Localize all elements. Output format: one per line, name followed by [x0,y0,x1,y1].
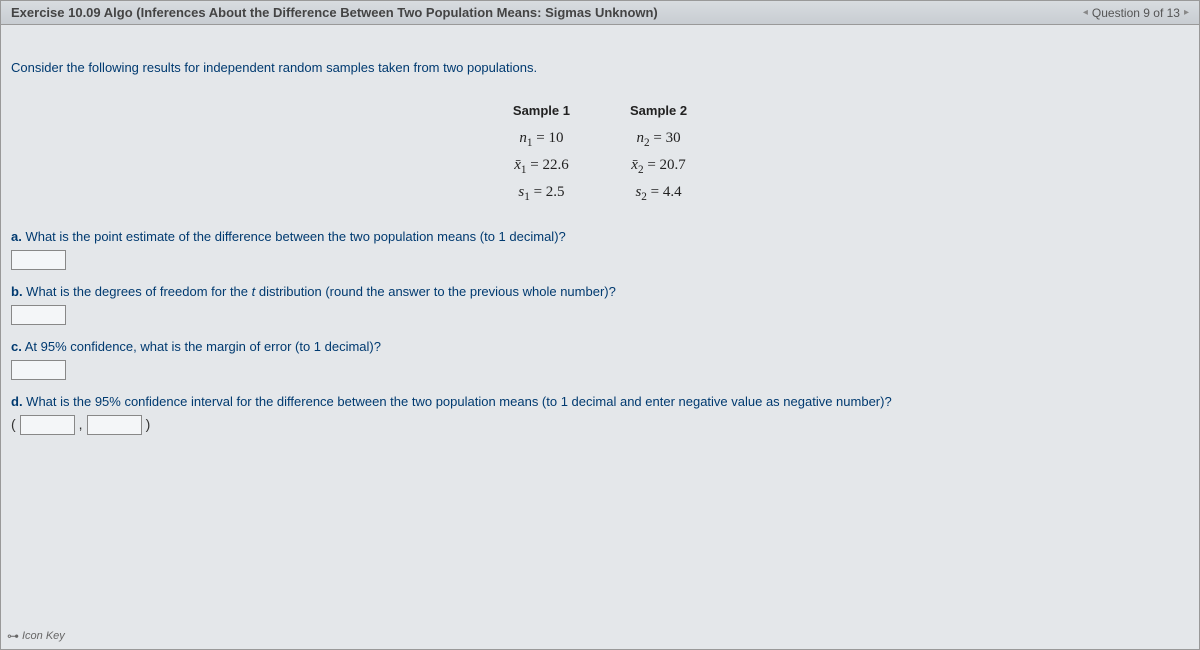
icon-key-footer[interactable]: ⊶ Icon Key [7,629,65,643]
main-container: Exercise 10.09 Algo (Inferences About th… [0,0,1200,650]
exercise-title: Exercise 10.09 Algo (Inferences About th… [11,5,658,20]
paren-close: ) [146,416,151,432]
qb-label: b. [11,284,23,299]
interval-comma: , [79,416,83,432]
question-c: c. At 95% confidence, what is the margin… [11,339,1189,380]
qd-text-before: What is the [23,394,95,409]
intro-text: Consider the following results for indep… [11,60,1189,75]
x2-cell: x̄2 = 20.7 [630,157,687,176]
qa-input[interactable] [11,250,66,270]
qd-input-lower[interactable] [20,415,75,435]
question-nav: ◂ Question 9 of 13 ▸ [1083,6,1189,20]
qb-answer-row [11,302,1189,325]
qb-text-before: What is the degrees of freedom for the [23,284,252,299]
icon-key-label: Icon Key [22,630,65,642]
paren-open: ( [11,416,16,432]
qc-input[interactable] [11,360,66,380]
s1-cell: s1 = 2.5 [513,184,570,203]
samples-table: Sample 1 Sample 2 n1 = 10 n2 = 30 x̄1 = … [453,95,747,211]
qc-label: c. [11,339,22,354]
nav-next-icon[interactable]: ▸ [1184,7,1189,18]
n2-cell: n2 = 30 [630,130,687,149]
qd-input-upper[interactable] [87,415,142,435]
qb-text-after: distribution (round the answer to the pr… [255,284,616,299]
qb-input[interactable] [11,305,66,325]
n1-cell: n1 = 10 [513,130,570,149]
x1-cell: x̄1 = 22.6 [513,157,570,176]
qd-text-after: confidence interval for the difference b… [121,394,892,409]
qc-text-before: At [22,339,41,354]
sample2-header: Sample 2 [630,103,687,122]
nav-prev-icon[interactable]: ◂ [1083,7,1088,18]
qc-percent: 95% [41,339,67,354]
qa-text: What is the point estimate of the differ… [22,229,566,244]
qd-percent: 95% [95,394,121,409]
question-b: b. What is the degrees of freedom for th… [11,284,1189,325]
qc-text-after: confidence, what is the margin of error … [67,339,381,354]
qa-answer-row [11,247,1189,270]
qc-answer-row [11,357,1189,380]
key-icon: ⊶ [7,629,19,643]
qd-label: d. [11,394,23,409]
header-bar: Exercise 10.09 Algo (Inferences About th… [1,1,1199,25]
sample1-header: Sample 1 [513,103,570,122]
qd-interval-row: ( , ) [11,412,1189,435]
s2-cell: s2 = 4.4 [630,184,687,203]
qa-label: a. [11,229,22,244]
content-area: Consider the following results for indep… [1,25,1199,649]
question-a: a. What is the point estimate of the dif… [11,229,1189,270]
question-d: d. What is the 95% confidence interval f… [11,394,1189,435]
question-counter: Question 9 of 13 [1092,6,1180,20]
